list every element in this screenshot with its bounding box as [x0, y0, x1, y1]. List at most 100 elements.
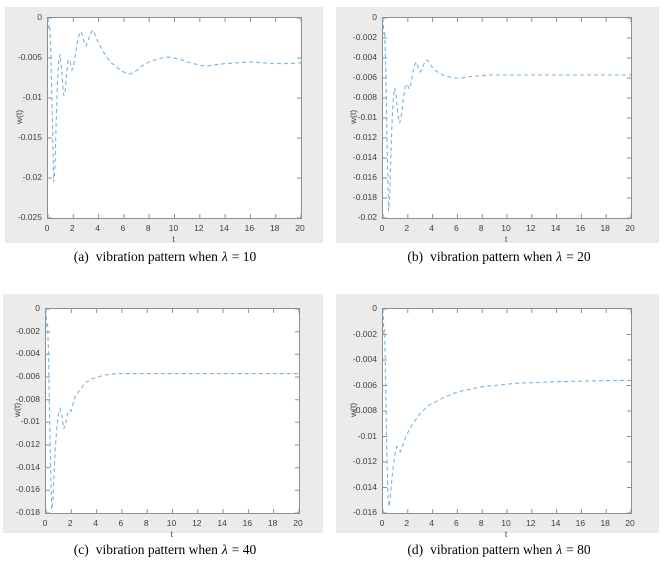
x-tick-label: 10	[166, 518, 177, 528]
figure-panel-d: w(t) t 0 -0.002 -0.004 -0.006 -0.008 -0.01 -0.…	[336, 294, 659, 539]
y-tick-label: 0	[372, 12, 377, 22]
y-tick-label: -0.002	[352, 328, 377, 339]
caption-index: (d)	[407, 542, 424, 557]
plot-canvas	[382, 17, 632, 219]
caption-equation: = 10	[231, 249, 257, 264]
y-tick-label: -0.008	[15, 393, 40, 404]
y-axis-label: w(t)	[14, 109, 24, 125]
plot-canvas	[382, 308, 632, 514]
y-tick-label: -0.004	[15, 348, 40, 359]
x-tick-label: 0	[379, 223, 385, 233]
y-tick-label: -0.012	[352, 456, 377, 466]
x-tick-label: 20	[293, 518, 303, 528]
x-tick-label: 10	[501, 223, 511, 233]
y-tick-label: -0.008	[352, 405, 377, 415]
lambda-symbol: λ	[221, 542, 228, 557]
tick-marks	[47, 17, 302, 219]
y-tick-label: -0.02	[357, 212, 377, 222]
y-tick-label: -0.006	[352, 72, 377, 82]
vibration-curve	[47, 17, 302, 183]
y-tick-label: 0	[37, 12, 42, 22]
y-tick-label: -0.025	[17, 212, 42, 222]
x-tick-label: 18	[600, 223, 610, 233]
x-tick-label: 4	[95, 223, 100, 233]
y-tick-label: 0	[35, 303, 40, 313]
x-tick-label: 18	[267, 518, 278, 528]
x-tick-label: 2	[69, 223, 75, 233]
y-tick-label: 0	[372, 303, 377, 313]
x-tick-label: 16	[242, 518, 253, 528]
x-tick-label: 16	[575, 223, 586, 233]
x-tick-label: 8	[145, 223, 151, 233]
caption-equation: = 40	[231, 542, 257, 557]
y-tick-label: -0.006	[352, 379, 377, 390]
tick-marks	[382, 308, 632, 514]
y-tick-label: -0.012	[352, 132, 377, 142]
x-tick-label: 14	[217, 518, 227, 528]
y-tick-label: -0.012	[15, 439, 40, 449]
y-tick-label: -0.018	[352, 192, 377, 202]
y-tick-label: -0.004	[352, 354, 377, 364]
y-tick-label: -0.014	[15, 461, 40, 472]
x-tick-label: 4	[429, 223, 434, 233]
x-tick-label: 14	[550, 223, 561, 233]
caption-text: vibration pattern when	[95, 542, 218, 557]
x-tick-label: 6	[118, 518, 124, 528]
x-tick-label: 10	[168, 223, 179, 233]
x-axis-label: t	[172, 234, 175, 244]
y-tick-label: -0.01	[357, 430, 377, 441]
plot-area-b	[382, 17, 632, 219]
y-axis-label: w(t)	[348, 109, 358, 125]
x-tick-label: 14	[219, 223, 229, 233]
y-tick-label: -0.015	[17, 132, 42, 142]
y-tick-label: -0.002	[15, 325, 40, 336]
y-tick-label: -0.005	[17, 52, 42, 62]
x-tick-label: 8	[478, 518, 484, 528]
x-tick-label: 2	[67, 518, 73, 528]
x-tick-label: 0	[44, 223, 50, 233]
caption-index: (a)	[73, 249, 89, 264]
subfigure-caption-a: (a) vibration pattern when λ = 10	[0, 249, 330, 265]
x-tick-label: 12	[194, 223, 204, 233]
y-tick-label: -0.006	[15, 371, 40, 381]
lambda-symbol: λ	[556, 249, 563, 264]
y-tick-label: -0.016	[352, 507, 377, 517]
lambda-symbol: λ	[556, 542, 563, 557]
x-tick-label: 20	[625, 223, 635, 233]
vibration-curve	[382, 308, 631, 507]
figure-panel-a: w(t) t 0 -0.005 -0.01 -0.015 -0.02 -0.025 0 2 4 6…	[5, 7, 323, 244]
caption-text: vibration pattern when	[430, 249, 553, 264]
x-tick-label: 12	[192, 518, 202, 528]
figure-panel-b: w(t) t 0 -0.002 -0.004 -0.006 -0.008 -0.01 -0.…	[336, 7, 659, 244]
x-tick-label: 10	[501, 518, 511, 528]
y-tick-label: -0.01	[20, 416, 40, 427]
x-tick-label: 20	[295, 223, 305, 233]
y-tick-label: -0.002	[352, 32, 377, 42]
y-axis-label: w(t)	[12, 402, 22, 418]
x-tick-label: 12	[526, 518, 536, 528]
subfigure-caption-c: (c) vibration pattern when λ = 40	[0, 542, 330, 558]
x-tick-label: 8	[478, 223, 484, 233]
y-tick-label: -0.014	[352, 152, 377, 162]
x-tick-label: 20	[625, 518, 635, 528]
plot-area-d	[382, 308, 632, 514]
x-axis-label: t	[504, 234, 508, 244]
x-tick-label: 18	[600, 518, 610, 528]
caption-index: (b)	[407, 249, 424, 264]
x-tick-label: 8	[143, 518, 149, 528]
y-tick-label: -0.018	[15, 507, 40, 517]
x-tick-label: 16	[244, 223, 255, 233]
plot-area-c	[45, 308, 300, 514]
plot-canvas	[45, 308, 300, 514]
plot-area-a	[47, 17, 302, 219]
vibration-curve	[382, 17, 631, 212]
x-tick-label: 2	[404, 223, 410, 233]
y-tick-label: -0.008	[352, 92, 377, 102]
x-tick-label: 14	[550, 518, 561, 528]
tick-marks	[382, 17, 632, 219]
tick-marks	[45, 308, 300, 514]
x-tick-label: 0	[379, 518, 385, 528]
plot-canvas	[47, 17, 302, 219]
figure-panel-c: w(t) t 0 -0.002 -0.004 -0.006 -0.008 -0.01 -0.…	[3, 294, 323, 539]
